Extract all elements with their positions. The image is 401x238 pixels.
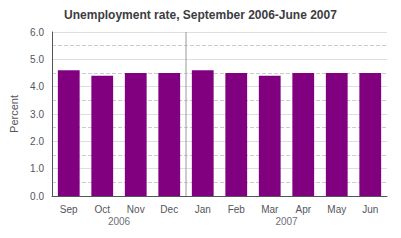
- svg-text:Percent: Percent: [8, 95, 20, 133]
- svg-text:2007: 2007: [275, 216, 298, 227]
- svg-text:Apr: Apr: [295, 204, 311, 215]
- svg-text:Unemployment rate, September 2: Unemployment rate, September 2006-June 2…: [64, 8, 337, 22]
- svg-text:4.0: 4.0: [30, 81, 44, 92]
- svg-text:Feb: Feb: [228, 204, 246, 215]
- svg-text:5.0: 5.0: [30, 54, 44, 65]
- svg-text:Dec: Dec: [160, 204, 178, 215]
- svg-text:Mar: Mar: [261, 204, 279, 215]
- svg-text:Oct: Oct: [94, 204, 110, 215]
- svg-text:1.0: 1.0: [30, 163, 44, 174]
- svg-text:2006: 2006: [108, 216, 131, 227]
- svg-text:Nov: Nov: [127, 204, 145, 215]
- svg-text:Jan: Jan: [195, 204, 211, 215]
- svg-text:3.0: 3.0: [30, 109, 44, 120]
- svg-text:6.0: 6.0: [30, 27, 44, 38]
- svg-text:Jun: Jun: [362, 204, 378, 215]
- svg-text:May: May: [327, 204, 346, 215]
- svg-text:2.0: 2.0: [30, 136, 44, 147]
- svg-text:0.0: 0.0: [30, 191, 44, 202]
- svg-text:Sep: Sep: [60, 204, 78, 215]
